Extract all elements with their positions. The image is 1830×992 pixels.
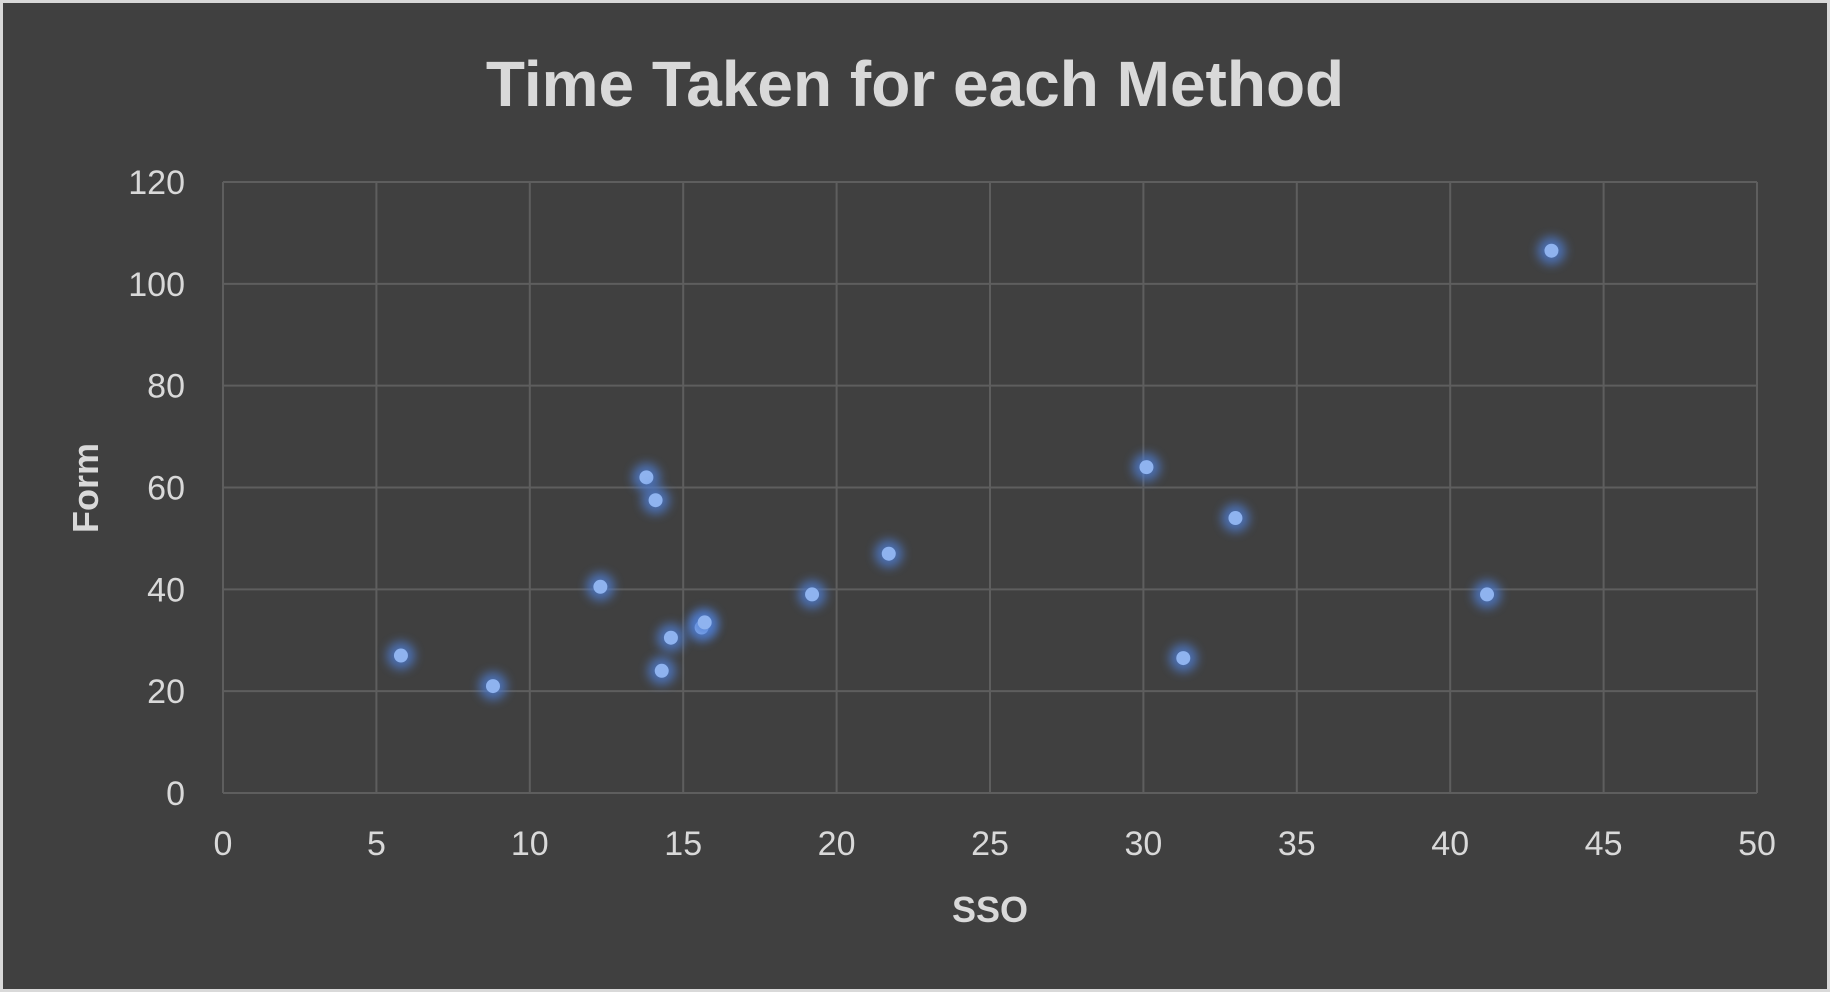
y-tick-label: 120 bbox=[128, 164, 185, 202]
data-point-marker bbox=[393, 648, 408, 663]
data-point-marker bbox=[593, 579, 608, 594]
x-tick-label: 50 bbox=[1738, 825, 1776, 863]
data-point-marker bbox=[1480, 587, 1495, 602]
data-point bbox=[1473, 580, 1502, 609]
data-point bbox=[874, 539, 903, 568]
x-tick-label: 10 bbox=[511, 825, 549, 863]
data-point bbox=[647, 656, 676, 685]
x-tick-label: 45 bbox=[1585, 825, 1623, 863]
data-point bbox=[478, 672, 507, 701]
x-tick-label: 15 bbox=[664, 825, 702, 863]
data-point-marker bbox=[1139, 460, 1154, 475]
data-point-marker bbox=[881, 546, 896, 561]
data-point bbox=[690, 608, 719, 637]
x-tick-label: 0 bbox=[214, 825, 233, 863]
data-point-marker bbox=[805, 587, 820, 602]
y-tick-label: 20 bbox=[147, 673, 185, 711]
gridlines bbox=[222, 181, 1758, 794]
data-point bbox=[1132, 453, 1161, 482]
data-point bbox=[386, 641, 415, 670]
data-point-marker bbox=[1176, 651, 1191, 666]
x-tick-label: 30 bbox=[1124, 825, 1162, 863]
data-point-marker bbox=[654, 663, 669, 678]
data-point-marker bbox=[1544, 243, 1559, 258]
y-tick-label: 0 bbox=[166, 775, 185, 813]
data-points bbox=[386, 236, 1566, 701]
chart-title: Time Taken for each Method bbox=[486, 48, 1344, 120]
data-point bbox=[641, 486, 670, 515]
data-point bbox=[1221, 504, 1250, 533]
y-tick-label: 80 bbox=[147, 368, 185, 406]
data-point-marker bbox=[1228, 511, 1243, 526]
x-tick-label: 5 bbox=[367, 825, 386, 863]
data-point-marker bbox=[663, 630, 678, 645]
y-tick-label: 60 bbox=[147, 470, 185, 508]
data-point bbox=[1537, 236, 1566, 265]
data-point bbox=[798, 580, 827, 609]
data-point-marker bbox=[485, 679, 500, 694]
x-tick-label: 20 bbox=[818, 825, 856, 863]
data-point bbox=[1169, 644, 1198, 673]
x-tick-label: 35 bbox=[1278, 825, 1316, 863]
y-tick-label: 100 bbox=[128, 266, 185, 304]
x-tick-label: 40 bbox=[1431, 825, 1469, 863]
data-point-marker bbox=[639, 470, 654, 485]
x-axis-title: SSO bbox=[952, 889, 1028, 930]
tick-labels: 0 20 40 60 80 100 120 0 5 10 15 20 25 30 35 40 45 50 bbox=[128, 164, 1776, 863]
data-point-marker bbox=[697, 615, 712, 630]
y-tick-label: 40 bbox=[147, 571, 185, 609]
data-point bbox=[586, 572, 615, 601]
data-point bbox=[656, 623, 685, 652]
x-tick-label: 25 bbox=[971, 825, 1009, 863]
y-axis-title: Form bbox=[65, 443, 106, 533]
data-point bbox=[632, 463, 661, 492]
data-point-marker bbox=[648, 493, 663, 508]
